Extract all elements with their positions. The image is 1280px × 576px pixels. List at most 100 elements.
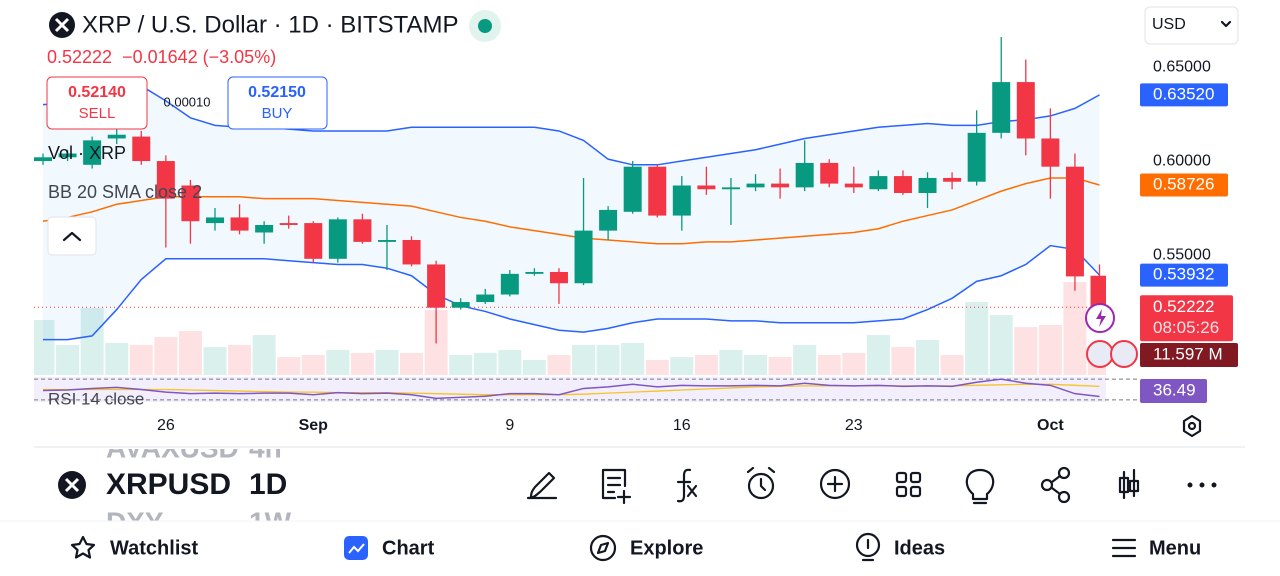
volume-bar [596,345,620,375]
event-flag[interactable] [1110,340,1138,368]
nav-ideas[interactable]: Ideas [894,537,945,559]
volume-bar [645,360,669,375]
last-price-label: 0.52222 [1153,297,1214,316]
volume-bar [1063,282,1087,375]
symbol-wheel[interactable]: AVAXUSD 4h XRPUSD 1D DXY 1W [106,432,292,537]
symbol-current: XRPUSD [106,468,231,501]
notes-tool[interactable] [601,468,632,505]
candle-body [746,183,765,188]
candle-body [230,217,249,231]
band-lower [43,244,1101,341]
rsi-legend[interactable]: RSI 14 close [48,389,144,408]
rsi-line [42,378,1100,400]
volume-bar [277,357,301,375]
dropdown-chevron [1220,20,1232,28]
currency-label: USD [1152,16,1186,33]
volume-bar [154,337,178,375]
candle-body [1065,166,1084,277]
candle-body [820,162,839,184]
candle-body [771,183,790,188]
volume-bar [252,335,276,375]
symbol-title[interactable]: XRP / U.S. Dollar · 1D · BITSTAMP [82,11,459,38]
y-tick-label: 0.65000 [1153,58,1211,75]
layout-tool-cell [895,485,908,498]
nav-explore[interactable]: Explore [630,537,703,559]
volume-bar [56,345,80,375]
candle-body [648,166,667,216]
axis-settings-dot [1187,421,1197,431]
share-tool[interactable] [1057,466,1071,480]
y-tick-label: 0.60000 [1153,152,1211,169]
ideas-icon[interactable] [855,532,881,558]
draw-tool[interactable] [526,471,558,500]
candle-body [549,271,568,284]
band-basis-tag [1140,173,1228,197]
candle-body [574,230,593,284]
watchlist-icon[interactable] [70,535,96,559]
volume-bar [326,350,350,375]
toolbar-icons [526,466,1217,505]
candle-body [893,176,912,194]
axis-settings[interactable] [1182,414,1202,438]
indicators-tool[interactable] [676,468,698,503]
candle-body [132,136,151,162]
candle-body [476,294,495,303]
currency-select[interactable] [1144,6,1239,45]
toolbar-logo-mark [64,477,80,493]
event-flag[interactable] [1086,340,1114,368]
layout-tool[interactable] [895,471,908,484]
market-status-dot [478,19,492,33]
candle-body [918,177,937,194]
volume-bar [129,345,153,375]
band-upper [42,85,1100,166]
x-tick-label: Oct [1037,417,1064,434]
alert-bolt [1096,309,1106,327]
volume-bar [817,355,841,375]
more-menu[interactable] [1187,482,1193,488]
candle-body [205,217,224,224]
menu-icon[interactable] [1111,538,1137,558]
add-tool[interactable] [819,468,851,500]
buy-button[interactable] [227,76,328,130]
candle-body [353,219,372,242]
volume-bar [719,350,743,375]
candle-body [451,302,470,308]
sell-button[interactable] [46,76,148,130]
candle-body [599,209,618,231]
collapse-legend[interactable] [47,216,97,256]
nav-chart[interactable]: Chart [382,537,435,559]
candle-body [869,176,888,190]
volume-legend[interactable]: Vol · XRP [48,143,126,163]
volume-bar [621,342,645,375]
rsi-tag [1140,379,1207,403]
candle-body [992,82,1011,133]
bb-legend[interactable]: BB 20 SMA close 2 [48,182,202,202]
band-upper-label: 0.63520 [1153,84,1214,103]
candle-body [795,162,814,188]
share-links [1050,474,1062,496]
candle-body [525,271,544,274]
nav-menu[interactable]: Menu [1149,537,1201,559]
candle-body [427,264,446,308]
candle-body [279,223,298,225]
candle-body [1016,82,1035,139]
explore-icon[interactable] [589,534,617,562]
volume-bar [473,352,497,375]
more-dot [1211,482,1217,488]
quote-line: 0.52222 −0.01642 (−3.05%) [47,47,276,67]
volume-bar [522,360,546,375]
volume-bar [940,355,964,375]
ideas-tool[interactable] [965,468,995,505]
volume-bar [989,315,1013,375]
candle-body [83,140,102,165]
chart-type-tool[interactable] [1118,468,1140,500]
nav-watchlist[interactable]: Watchlist [110,537,198,559]
alert-tool-hands [746,466,776,492]
band-lower-label: 0.53932 [1153,265,1214,284]
buy-price: 0.52150 [248,84,306,101]
band-upper-tag [1140,83,1228,107]
alert-tool[interactable] [747,472,775,500]
volume-bar [768,357,792,375]
interval-current: 1D [249,468,287,501]
